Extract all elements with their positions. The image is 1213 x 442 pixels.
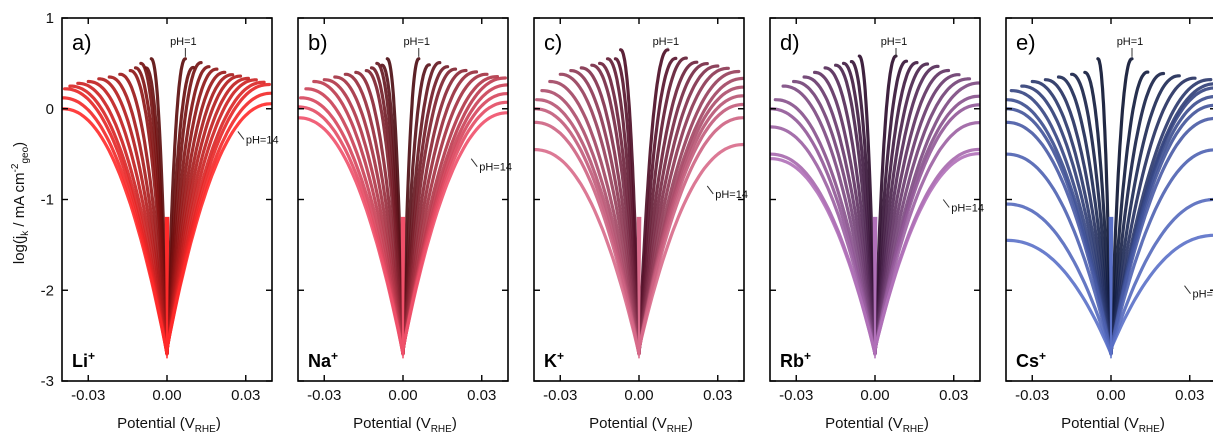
series-group: [770, 54, 980, 359]
panel-letter: b): [308, 30, 328, 55]
ion-symbol: K: [544, 351, 557, 371]
x-axis-title-main: Potential (V: [1061, 415, 1139, 432]
ion-label: Li+: [72, 349, 95, 371]
x-axis-title-end: ): [216, 415, 221, 432]
x-axis-title-end: ): [924, 415, 929, 432]
y-tick-label: -1: [41, 192, 54, 209]
x-tick-label: -0.03: [307, 387, 341, 404]
panel-letter: e): [1016, 30, 1036, 55]
panel-cs: -0.03 0.00 0.03 Potential (VRHE) e) Cs+ pH=1 pH…: [1005, 17, 1213, 435]
x-axis-title: Potential (VRHE): [353, 415, 457, 435]
x-axis-title-end: ): [452, 415, 457, 432]
ion-label: Cs+: [1016, 349, 1046, 371]
onset-spike: [1108, 216, 1114, 359]
x-axis-title-main: Potential (V: [117, 415, 195, 432]
panel-letter: a): [72, 30, 92, 55]
x-axis-title-main: Potential (V: [589, 415, 667, 432]
ion-symbol: Rb: [780, 351, 804, 371]
x-tick-label: 0.00: [388, 387, 417, 404]
y-axis-title-main: log(j: [11, 236, 28, 264]
ion-label: Rb+: [780, 349, 811, 371]
annotation-label: pH=1: [403, 36, 430, 48]
x-axis-title-sub: RHE: [431, 424, 452, 435]
y-axis-title-end: ): [11, 142, 28, 147]
y-axis-title-mid: / mA cm: [11, 172, 28, 230]
x-tick-label: 0.03: [1175, 387, 1204, 404]
ion-charge: +: [331, 349, 338, 363]
y-tick-label: 0: [46, 101, 54, 118]
y-tick-label: 1: [46, 10, 54, 27]
x-tick-label: 0.03: [939, 387, 968, 404]
x-tick-label: 0.00: [624, 387, 653, 404]
panel-rb: -0.03 0.00 0.03 Potential (VRHE) d) Rb+ pH=1 pH…: [769, 17, 984, 435]
annotation-label: pH=14: [951, 203, 984, 215]
annotation-label: pH=14: [1193, 289, 1213, 301]
annotation-leader: [470, 158, 478, 167]
annotation-label: pH=14: [715, 189, 748, 201]
y-axis-title-sub: k: [20, 230, 31, 236]
x-tick-label: 0.03: [231, 387, 260, 404]
onset-spike: [872, 216, 878, 359]
ion-label: K+: [544, 349, 564, 371]
x-tick-label: -0.03: [71, 387, 105, 404]
x-axis-title-sub: RHE: [195, 424, 216, 435]
panel-li: 1 0 -1 -2 -3 -0.03 0.00 0.03 Potential (VRHE) a) L…: [41, 10, 279, 435]
x-tick-label: 0.03: [467, 387, 496, 404]
x-tick-label: -0.03: [543, 387, 577, 404]
ion-label: Na+: [308, 349, 338, 371]
annotation-leader: [942, 199, 950, 208]
annotation-label: pH=1: [881, 36, 908, 48]
x-axis-title: Potential (VRHE): [1061, 415, 1165, 435]
ion-symbol: Li: [72, 351, 88, 371]
x-tick-label: 0.00: [1096, 387, 1125, 404]
onset-spike: [636, 216, 642, 359]
annotation-label: pH=1: [1117, 36, 1144, 48]
x-axis-title: Potential (VRHE): [589, 415, 693, 435]
x-tick-label: 0.03: [703, 387, 732, 404]
y-axis-title-sub2: geo: [20, 146, 31, 163]
ion-charge: +: [804, 349, 811, 363]
x-axis-title-sub: RHE: [1139, 424, 1160, 435]
ion-symbol: Na: [308, 351, 332, 371]
x-tick-label: 0.00: [860, 387, 889, 404]
annotation-label: pH=14: [246, 134, 279, 146]
ion-symbol: Cs: [1016, 351, 1039, 371]
y-tick-label: -2: [41, 282, 54, 299]
panel-k: -0.03 0.00 0.03 Potential (VRHE) c) K+ pH=1 pH=…: [533, 17, 748, 435]
ion-charge: +: [88, 349, 95, 363]
annotation-label: pH=14: [479, 162, 512, 174]
annotation-label: pH=1: [653, 36, 680, 48]
annotation-leader: [237, 131, 245, 140]
onset-spike: [164, 216, 170, 359]
x-axis-title-end: ): [688, 415, 693, 432]
x-axis-title-sub: RHE: [903, 424, 924, 435]
x-axis-title-sub: RHE: [667, 424, 688, 435]
series-group: [62, 57, 272, 359]
series-group: [1006, 57, 1213, 359]
x-axis-title: Potential (VRHE): [825, 415, 929, 435]
panel-letter: c): [544, 30, 562, 55]
y-axis-title-sup: -2: [10, 163, 21, 172]
panel-letter: d): [780, 30, 800, 55]
annotation-label: pH=1: [170, 36, 197, 48]
annotation-leader: [1184, 285, 1191, 295]
x-axis-title-end: ): [1160, 415, 1165, 432]
panel-na: -0.03 0.00 0.03 Potential (VRHE) b) Na+ pH=1 pH…: [297, 17, 512, 435]
x-axis-title: Potential (VRHE): [117, 415, 221, 435]
y-tick-label: -3: [41, 373, 54, 390]
x-tick-label: -0.03: [779, 387, 813, 404]
x-tick-label: -0.03: [1015, 387, 1049, 404]
x-tick-label: 0.00: [152, 387, 181, 404]
onset-spike: [400, 216, 406, 359]
ion-charge: +: [1039, 349, 1046, 363]
x-axis-title-main: Potential (V: [353, 415, 431, 432]
ion-charge: +: [557, 349, 564, 363]
series-group: [534, 48, 744, 359]
series-group: [298, 57, 508, 359]
y-axis-title: log(jk / mA cm-2geo): [10, 142, 31, 264]
x-axis-title-main: Potential (V: [825, 415, 903, 432]
annotation-leader: [706, 185, 714, 195]
